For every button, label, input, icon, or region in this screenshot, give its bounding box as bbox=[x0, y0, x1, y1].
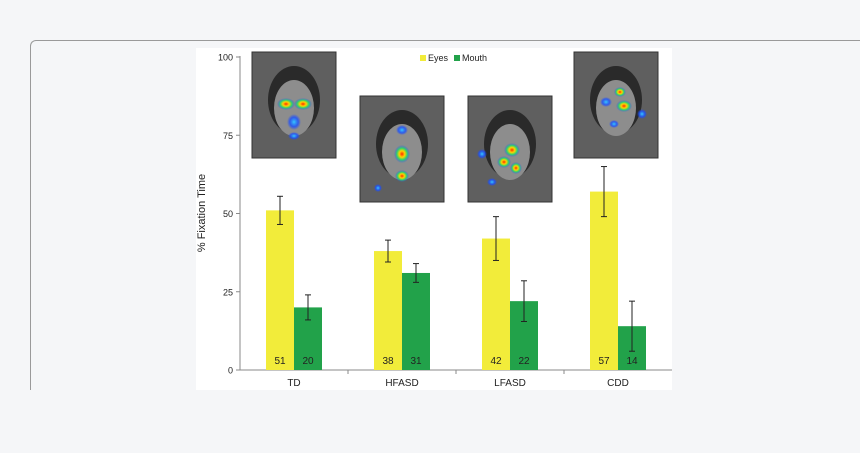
x-tick-label-cdd: CDD bbox=[607, 378, 629, 389]
chart-figure: % Fixation Time 0 25 50 75 100 51 20 38 31 42 22 5… bbox=[196, 48, 672, 390]
data-label-td-eyes: 51 bbox=[274, 356, 286, 367]
y-tick-label-0: 0 bbox=[228, 366, 233, 376]
y-tick-label-100: 100 bbox=[218, 53, 233, 63]
legend-swatch-mouth bbox=[454, 55, 460, 61]
data-label-hfasd-mouth: 31 bbox=[410, 356, 422, 367]
face-heatmap-lfasd bbox=[467, 95, 553, 203]
bars: 51 20 38 31 42 22 57 14 bbox=[266, 166, 646, 370]
y-tick-label-50: 50 bbox=[223, 209, 233, 219]
bar-hfasd-mouth bbox=[402, 272, 430, 370]
face-heatmap-cdd bbox=[573, 51, 659, 159]
face-heatmap-td bbox=[251, 51, 337, 159]
x-tick-label-td: TD bbox=[287, 378, 300, 389]
bar-td-eyes bbox=[266, 210, 294, 370]
bar-cdd-eyes bbox=[590, 191, 618, 370]
data-label-cdd-eyes: 57 bbox=[598, 356, 610, 367]
legend-label-mouth: Mouth bbox=[462, 53, 487, 63]
legend-label-eyes: Eyes bbox=[428, 53, 449, 63]
data-label-lfasd-mouth: 22 bbox=[518, 356, 530, 367]
legend-swatch-eyes bbox=[420, 55, 426, 61]
x-tick-labels: TD HFASD LFASD CDD bbox=[287, 370, 629, 389]
x-tick-label-lfasd: LFASD bbox=[494, 378, 526, 389]
x-tick-label-hfasd: HFASD bbox=[385, 378, 418, 389]
face-heatmap-hfasd bbox=[359, 95, 445, 203]
y-axis-label: % Fixation Time bbox=[196, 174, 208, 252]
data-label-hfasd-eyes: 38 bbox=[382, 356, 394, 367]
data-label-cdd-mouth: 14 bbox=[626, 356, 638, 367]
y-tick-label-25: 25 bbox=[223, 287, 233, 297]
bar-hfasd-eyes bbox=[374, 251, 402, 370]
legend: Eyes Mouth bbox=[420, 53, 487, 63]
data-label-td-mouth: 20 bbox=[302, 356, 314, 367]
y-tick-label-75: 75 bbox=[223, 131, 233, 141]
content-frame bbox=[30, 40, 860, 390]
data-label-lfasd-eyes: 42 bbox=[490, 356, 502, 367]
y-ticks: 0 25 50 75 100 bbox=[218, 53, 240, 376]
